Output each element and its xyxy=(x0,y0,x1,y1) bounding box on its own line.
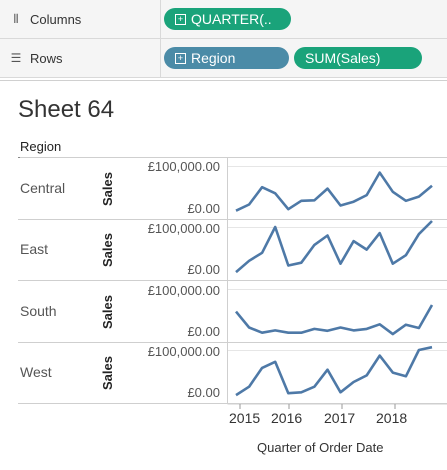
columns-shelf: ⫴ Columns + QUARTER(.. xyxy=(0,0,447,39)
x-tick-label: 2017 xyxy=(324,410,356,426)
expand-icon[interactable]: + xyxy=(175,52,186,64)
y-tick-max: £100,000.00 xyxy=(147,344,220,359)
region-pill[interactable]: + Region xyxy=(164,47,289,69)
series-line-east[interactable] xyxy=(235,220,433,274)
sum-sales-pill-text: SUM(Sales) xyxy=(305,50,381,66)
series-line-south[interactable] xyxy=(234,304,434,336)
sheet-title: Sheet 64 xyxy=(18,96,115,123)
region-pill-text: Region xyxy=(191,50,236,66)
rows-label-text: Rows xyxy=(30,50,63,66)
columns-icon: ⫴ xyxy=(13,11,19,26)
rows-shelf: ☰ Rows + Region SUM(Sales) xyxy=(0,39,447,78)
x-axis-title: Quarter of Order Date xyxy=(257,440,384,455)
columns-shelf-label: ⫴ Columns xyxy=(0,0,161,38)
sheet-area xyxy=(0,80,447,470)
y-tick-zero: £0.00 xyxy=(187,201,220,216)
x-tick-label: 2018 xyxy=(376,410,408,426)
region-label-south: South xyxy=(20,303,57,319)
expand-icon[interactable]: + xyxy=(175,13,186,25)
quarter-pill[interactable]: + QUARTER(.. xyxy=(164,8,291,30)
region-label-central: Central xyxy=(20,180,66,196)
region-label-east: East xyxy=(20,241,49,257)
y-tick-zero: £0.00 xyxy=(187,324,220,339)
series-line-central[interactable] xyxy=(235,171,433,212)
x-tick-label: 2016 xyxy=(271,410,303,426)
sum-sales-pill[interactable]: SUM(Sales) xyxy=(294,47,422,69)
series-line-west[interactable] xyxy=(235,345,433,397)
region-label-west: West xyxy=(20,364,52,380)
rows-shelf-label: ☰ Rows xyxy=(0,39,161,77)
y-tick-max: £100,000.00 xyxy=(147,283,220,298)
rows-icon: ☰ xyxy=(10,51,22,65)
x-tick-label: 2015 xyxy=(229,410,261,426)
y-tick-max: £100,000.00 xyxy=(147,221,220,236)
y-tick-max: £100,000.00 xyxy=(147,159,220,174)
y-tick-zero: £0.00 xyxy=(187,262,220,277)
columns-label-text: Columns xyxy=(30,11,82,27)
quarter-pill-text: QUARTER(.. xyxy=(191,11,272,27)
y-tick-zero: £0.00 xyxy=(187,385,220,400)
